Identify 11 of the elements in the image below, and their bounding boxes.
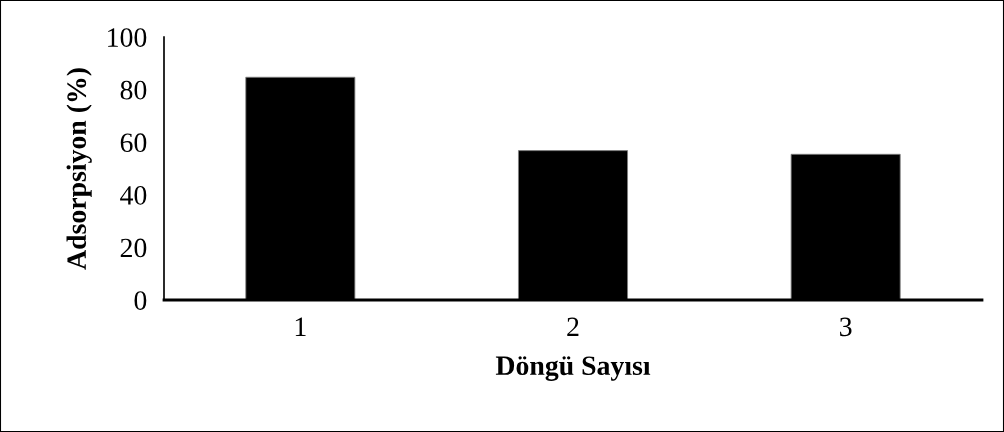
y-tick-label: 0 xyxy=(134,291,147,310)
y-tick-label: 40 xyxy=(120,185,147,205)
y-tick-label: 80 xyxy=(120,80,147,100)
x-tick-label: 1 xyxy=(295,317,306,336)
x-tick-label: 3 xyxy=(840,317,852,337)
x-axis-title: Döngü Sayısı xyxy=(495,356,651,381)
y-tick-label: 60 xyxy=(120,133,147,153)
x-tick-label: 2 xyxy=(567,317,579,336)
y-tick-label: 20 xyxy=(120,238,147,258)
y-tick-label: 100 xyxy=(108,28,147,47)
y-axis-title: Adsorpsiyon (%) xyxy=(66,68,92,270)
